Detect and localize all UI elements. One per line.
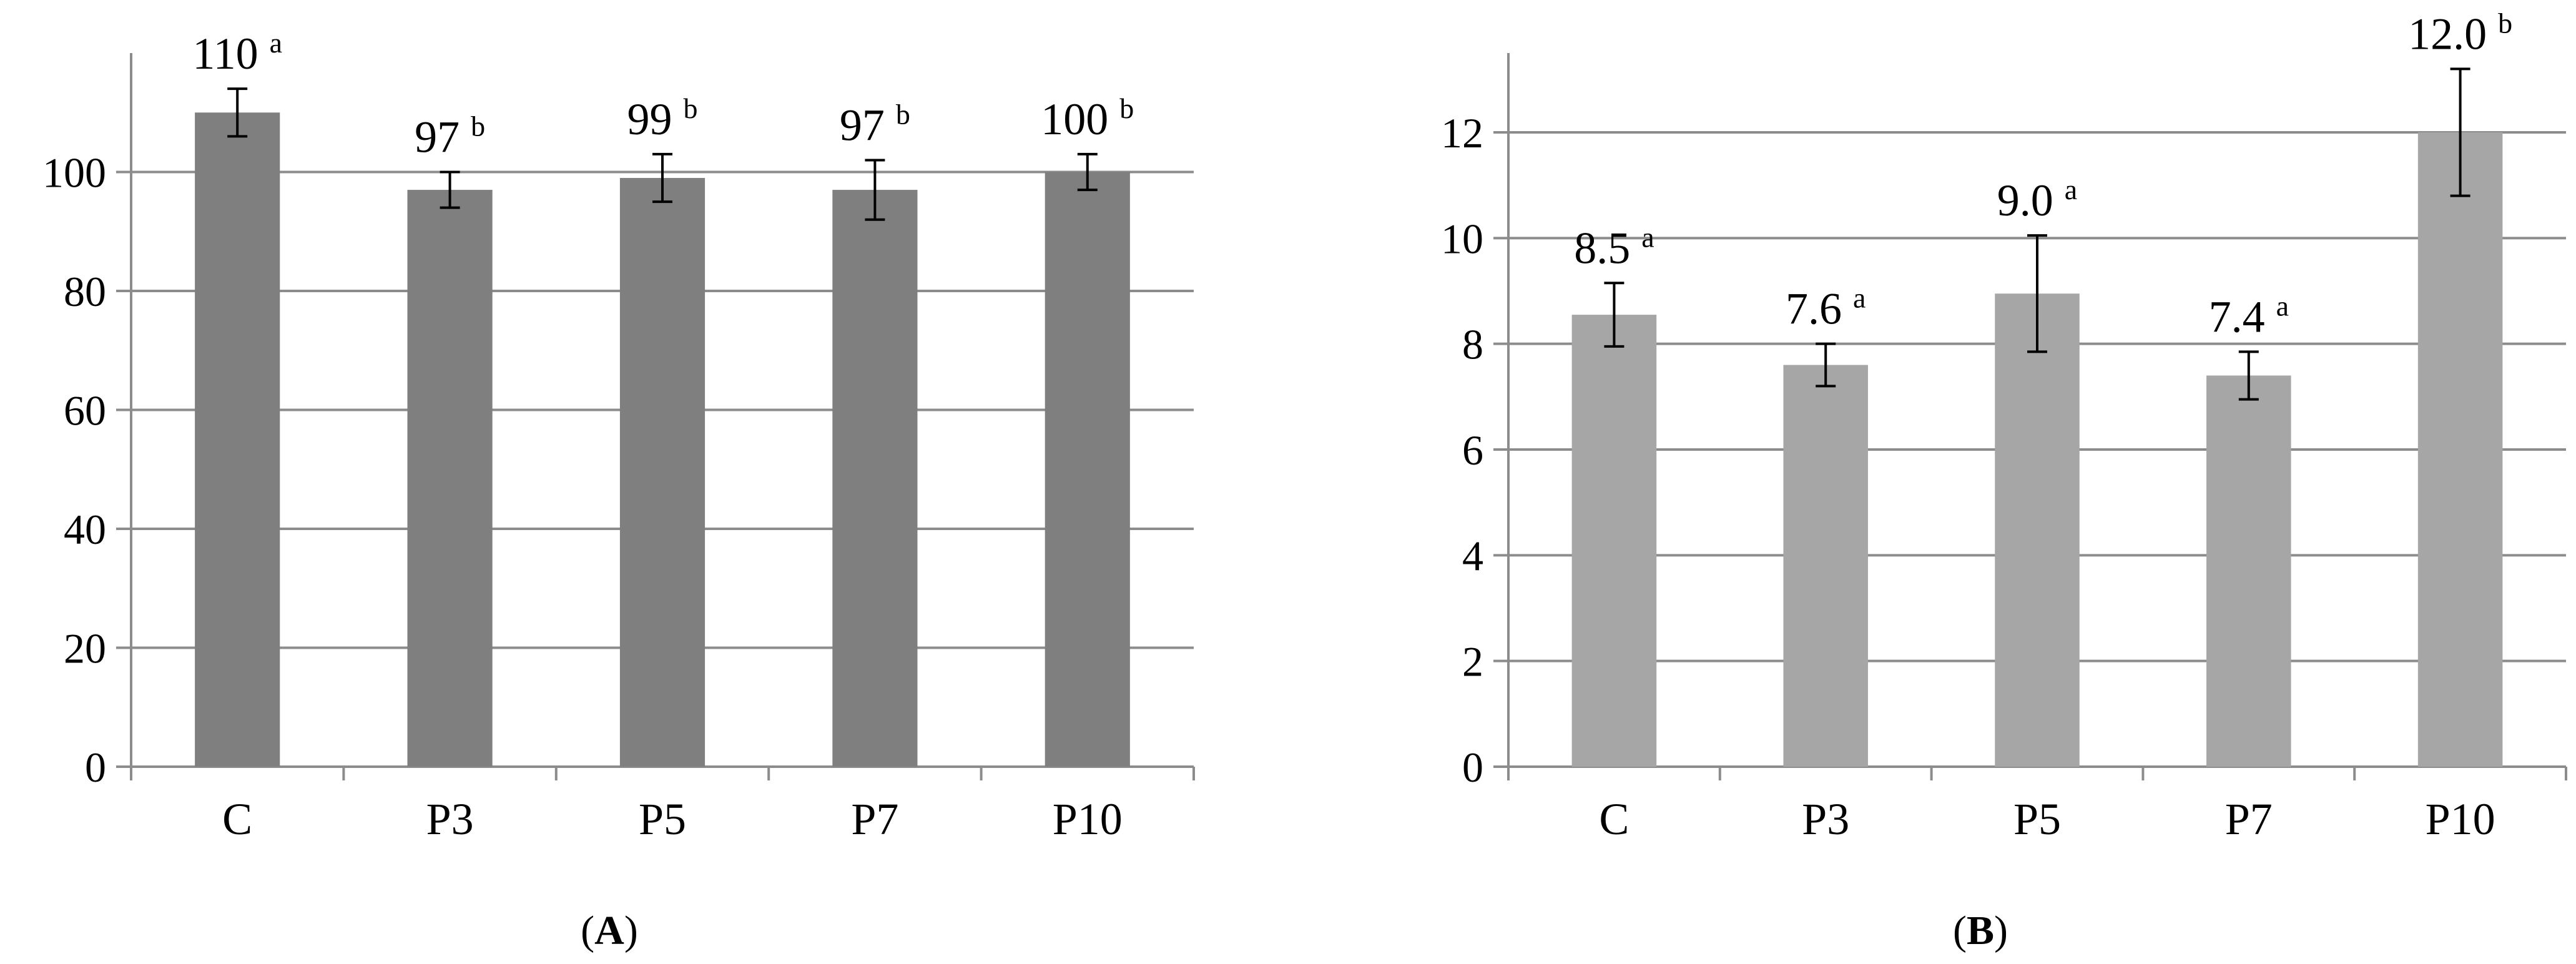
data-label: 99 b <box>627 92 698 144</box>
significance-letter: a <box>1641 221 1654 253</box>
data-label: 7.6 a <box>1786 282 1866 334</box>
panel-a-letter: A <box>594 908 624 953</box>
data-label: 7.4 a <box>2209 290 2289 342</box>
data-label-value: 99 <box>627 94 672 144</box>
y-tick-label: 40 <box>64 506 106 553</box>
data-label-value: 7.6 <box>1786 284 1842 334</box>
y-tick-label: 2 <box>1462 638 1483 686</box>
y-tick-label: 60 <box>64 387 106 435</box>
panel-b-caption: (B) <box>1953 908 2008 953</box>
panel-b-chart: 0 2 4 6 8 10 12 8.5 a C 7.6 a P3 9.0 a P5 7.4 a P7 12.0 b P10 <box>1441 7 2567 844</box>
significance-letter: b <box>2498 7 2512 39</box>
bar-p3 <box>1783 365 1868 767</box>
panel-a-chart: 0 20 40 60 80 100 110 a C 97 b P3 99 b P5 97 b P7 100 b P10 <box>42 27 1195 844</box>
significance-letter: a <box>1853 282 1866 314</box>
significance-letter: b <box>471 111 485 142</box>
panel-b-letter: B <box>1967 908 1994 953</box>
significance-letter: b <box>896 98 910 130</box>
x-tick-label: P10 <box>1053 794 1123 844</box>
significance-letter: a <box>270 27 282 59</box>
x-tick-label: P7 <box>2225 794 2273 844</box>
significance-letter: a <box>2276 290 2289 322</box>
bar-p3 <box>407 190 493 767</box>
y-tick-label: 80 <box>64 268 106 315</box>
data-label-value: 100 <box>1041 94 1108 144</box>
data-label: 97 b <box>415 111 485 162</box>
data-label-value: 97 <box>840 100 885 150</box>
data-label: 97 b <box>840 98 910 150</box>
bar-p5 <box>1995 293 2080 767</box>
data-label: 100 b <box>1041 92 1134 144</box>
x-tick-label: P3 <box>426 794 474 844</box>
significance-letter: b <box>684 92 698 124</box>
data-label-value: 8.5 <box>1574 223 1630 273</box>
y-tick-label: 8 <box>1462 321 1483 368</box>
y-tick-label: 6 <box>1462 426 1483 474</box>
y-tick-label: 100 <box>42 149 106 197</box>
x-tick-label: P3 <box>1802 794 1849 844</box>
significance-letter: b <box>1119 92 1134 124</box>
bar-p7 <box>832 190 918 767</box>
data-label-value: 97 <box>415 112 460 162</box>
x-tick-label: P7 <box>851 794 898 844</box>
x-tick-label: P5 <box>639 794 686 844</box>
data-label: 110 a <box>192 27 282 79</box>
data-label-value: 12.0 <box>2408 9 2487 59</box>
data-label-value: 110 <box>192 29 258 79</box>
significance-letter: a <box>2065 174 2077 205</box>
data-label: 12.0 b <box>2408 7 2512 59</box>
y-tick-label: 20 <box>64 625 106 672</box>
data-label-value: 9.0 <box>1997 175 2053 225</box>
panel-a-caption: (A) <box>581 908 638 953</box>
data-label: 8.5 a <box>1574 221 1654 273</box>
y-tick-label: 12 <box>1441 109 1483 157</box>
data-label: 9.0 a <box>1997 174 2077 225</box>
bar-p10 <box>1045 172 1130 767</box>
bar-p7 <box>2206 375 2291 767</box>
bar-c <box>195 112 280 767</box>
x-tick-label: P10 <box>2426 794 2495 844</box>
x-tick-label: P5 <box>2013 794 2061 844</box>
data-label-value: 7.4 <box>2209 292 2265 342</box>
y-tick-label: 0 <box>85 744 106 791</box>
x-tick-label: C <box>222 794 252 844</box>
bar-p10 <box>2417 132 2503 767</box>
y-tick-label: 0 <box>1462 744 1483 791</box>
bar-c <box>1571 315 1657 767</box>
bar-p5 <box>619 178 705 767</box>
y-tick-label: 4 <box>1462 532 1483 579</box>
x-tick-label: C <box>1599 794 1629 844</box>
y-tick-label: 10 <box>1441 215 1483 262</box>
